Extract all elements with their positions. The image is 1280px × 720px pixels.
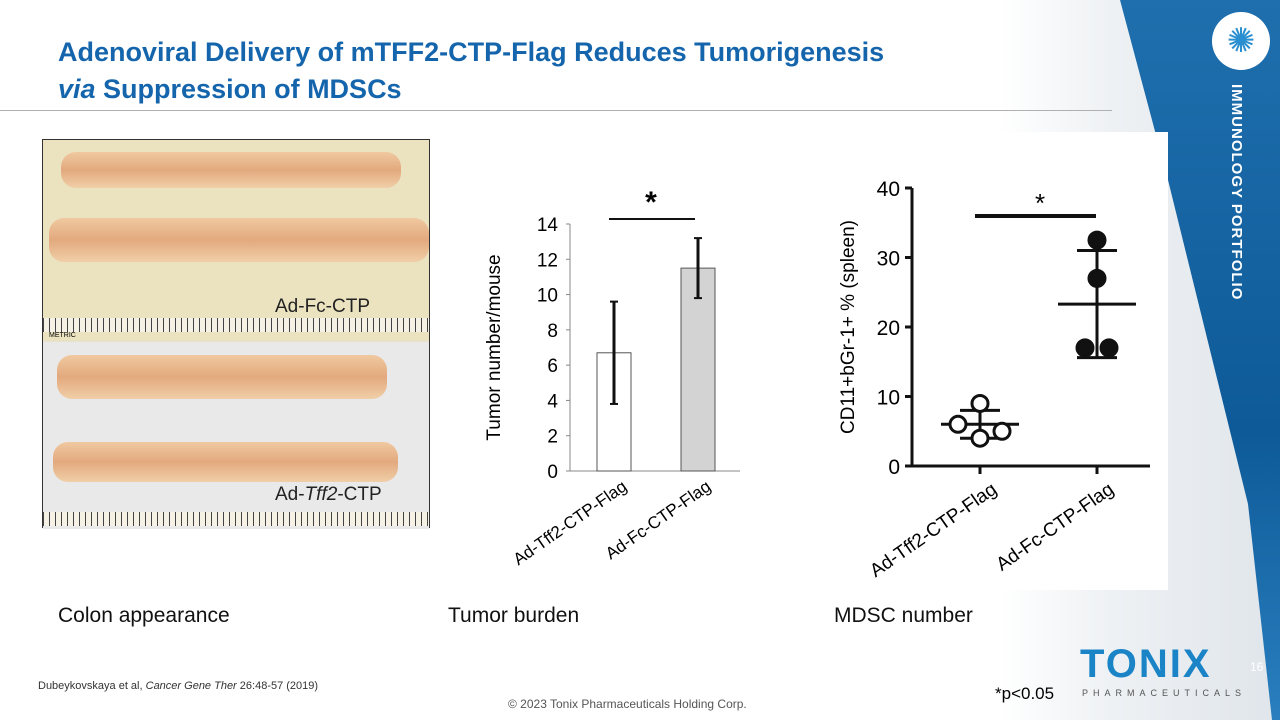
y-tick-label: 40 — [877, 178, 900, 201]
ruler-text: METRIC — [49, 332, 76, 339]
y-tick-label: 4 — [547, 391, 558, 412]
y-tick-label: 2 — [547, 427, 558, 448]
y-tick-label: 30 — [877, 248, 900, 271]
y-axis-label: Tumor number/mouse — [484, 254, 505, 440]
y-tick-label: 10 — [877, 387, 900, 410]
y-tick-label: 10 — [537, 286, 558, 307]
virus-logo-icon: ✺ — [1212, 12, 1270, 70]
data-point — [1075, 338, 1095, 358]
data-point — [970, 428, 990, 448]
bar — [596, 352, 632, 472]
y-tick-label: 6 — [547, 356, 558, 377]
y-tick-label: 12 — [537, 250, 558, 271]
data-point — [970, 393, 990, 413]
y-axis-label: CD11+bGr-1+ % (spleen) — [838, 220, 859, 434]
divider — [0, 110, 1112, 111]
data-point — [992, 421, 1012, 441]
mdsc-chart-box: 0 10 20 30 40 CD11+bGr-1+ % (spleen) Ad-Tff2-C… — [820, 132, 1168, 590]
y-tick-label: 20 — [877, 317, 900, 340]
x-tick-label: Ad-Tff2-CTP-Flag — [866, 479, 1001, 582]
y-tick-label: 0 — [888, 456, 900, 479]
caption-tumor: Tumor burden — [448, 604, 580, 627]
data-point — [1087, 230, 1107, 250]
pvalue-note: *p<0.05 — [995, 684, 1055, 703]
photo-label-fc: Ad-Fc-CTP — [275, 296, 370, 317]
caption-mdsc: MDSC number — [834, 604, 973, 627]
photo-label-tff2: Ad-Tff2-CTP — [275, 484, 382, 505]
data-point — [948, 414, 968, 434]
reference: Dubeykovskaya et al, Cancer Gene Ther 26… — [38, 680, 319, 692]
data-point — [1087, 268, 1107, 288]
tonix-logo: TONIX — [1080, 642, 1212, 686]
page-number: 16 — [1250, 660, 1264, 674]
y-tick-label: 8 — [547, 321, 558, 342]
caption-colon: Colon appearance — [58, 604, 230, 627]
side-label: IMMUNOLOGY PORTFOLIO — [1228, 84, 1245, 301]
x-tick-label: Ad-Fc-CTP-Flag — [993, 479, 1118, 576]
mdsc-chart: 0 10 20 30 40 CD11+bGr-1+ % (spleen) Ad-Tff2-C… — [838, 178, 1150, 582]
colon-photo: METRIC Ad-Fc-CTP Ad-Tff2-CTP — [42, 139, 430, 529]
slide-title: Adenoviral Delivery of mTFF2-CTP-Flag Re… — [58, 37, 885, 104]
y-tick-label: 0 — [547, 462, 558, 483]
significance-mark: * — [645, 186, 657, 219]
tonix-logo-sub: PHARMACEUTICALS — [1082, 688, 1247, 698]
y-tick-label: 14 — [537, 215, 559, 236]
copyright: © 2023 Tonix Pharmaceuticals Holding Cor… — [508, 697, 747, 711]
bar — [680, 267, 716, 472]
significance-mark: * — [1035, 188, 1045, 218]
data-point — [1099, 338, 1119, 358]
